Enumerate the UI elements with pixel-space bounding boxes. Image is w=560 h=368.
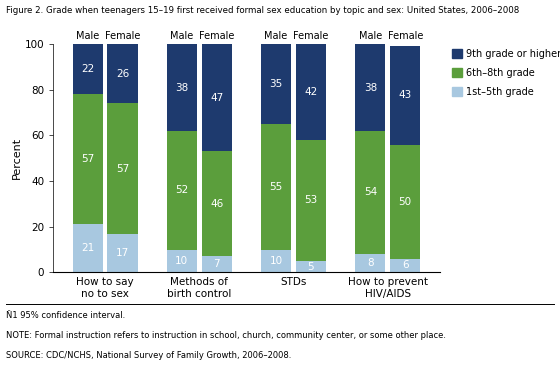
Text: 35: 35	[269, 79, 283, 89]
Text: NOTE: Formal instruction refers to instruction in school, church, community cent: NOTE: Formal instruction refers to instr…	[6, 331, 446, 340]
Bar	[355, 44, 385, 131]
Text: 10: 10	[175, 256, 188, 266]
Bar	[355, 254, 385, 272]
Text: Male: Male	[264, 31, 288, 41]
Text: Male: Male	[76, 31, 99, 41]
Bar	[108, 44, 138, 103]
Bar	[202, 151, 232, 256]
Bar	[202, 256, 232, 272]
Bar	[261, 124, 291, 250]
Text: Ň1 95% confidence interval.: Ň1 95% confidence interval.	[6, 311, 125, 320]
Text: 42: 42	[304, 87, 318, 97]
Text: 38: 38	[363, 82, 377, 92]
Bar	[355, 131, 385, 254]
Bar	[261, 250, 291, 272]
Text: 10: 10	[269, 256, 283, 266]
Text: 55: 55	[269, 182, 283, 192]
Bar	[296, 261, 326, 272]
Bar	[167, 250, 197, 272]
Text: Figure 2. Grade when teenagers 15–19 first received formal sex education by topi: Figure 2. Grade when teenagers 15–19 fir…	[6, 6, 519, 14]
Text: 8: 8	[367, 258, 374, 268]
Text: 52: 52	[175, 185, 189, 195]
Text: 5: 5	[307, 262, 314, 272]
Bar	[261, 44, 291, 124]
Bar	[167, 44, 197, 131]
Bar	[108, 103, 138, 234]
Bar	[73, 44, 102, 94]
Text: 47: 47	[210, 93, 223, 103]
Text: 50: 50	[399, 197, 412, 206]
Text: 26: 26	[116, 69, 129, 79]
Text: Male: Male	[359, 31, 382, 41]
Bar	[390, 259, 420, 272]
Text: Female: Female	[293, 31, 329, 41]
Text: 57: 57	[116, 163, 129, 173]
Legend: 9th grade or higher, 6th–8th grade, 1st–5th grade: 9th grade or higher, 6th–8th grade, 1st–…	[452, 49, 560, 96]
Text: SOURCE: CDC/NCHS, National Survey of Family Growth, 2006–2008.: SOURCE: CDC/NCHS, National Survey of Fam…	[6, 351, 291, 360]
Text: 6: 6	[402, 261, 408, 270]
Bar	[296, 140, 326, 261]
Bar	[108, 234, 138, 272]
Text: 54: 54	[363, 187, 377, 198]
Bar	[296, 44, 326, 140]
Bar	[73, 224, 102, 272]
Text: 22: 22	[81, 64, 94, 74]
Text: 21: 21	[81, 243, 94, 253]
Text: Male: Male	[170, 31, 193, 41]
Bar	[202, 44, 232, 151]
Text: 57: 57	[81, 155, 94, 164]
Bar	[73, 94, 102, 224]
Text: 7: 7	[213, 259, 220, 269]
Text: 38: 38	[175, 82, 189, 92]
Text: Female: Female	[199, 31, 235, 41]
Text: 53: 53	[304, 195, 318, 205]
Text: 17: 17	[116, 248, 129, 258]
Text: 43: 43	[399, 91, 412, 100]
Y-axis label: Percent: Percent	[12, 137, 22, 179]
Text: Female: Female	[388, 31, 423, 41]
Bar	[390, 46, 420, 145]
Bar	[167, 131, 197, 250]
Text: Female: Female	[105, 31, 140, 41]
Bar	[390, 145, 420, 259]
Text: 46: 46	[210, 199, 223, 209]
